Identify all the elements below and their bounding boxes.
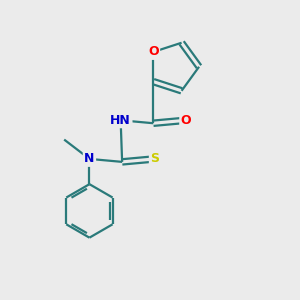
Text: S: S — [150, 152, 159, 165]
Text: HN: HN — [110, 114, 131, 127]
Text: N: N — [84, 152, 94, 165]
Text: O: O — [148, 45, 159, 58]
Text: O: O — [181, 114, 191, 127]
